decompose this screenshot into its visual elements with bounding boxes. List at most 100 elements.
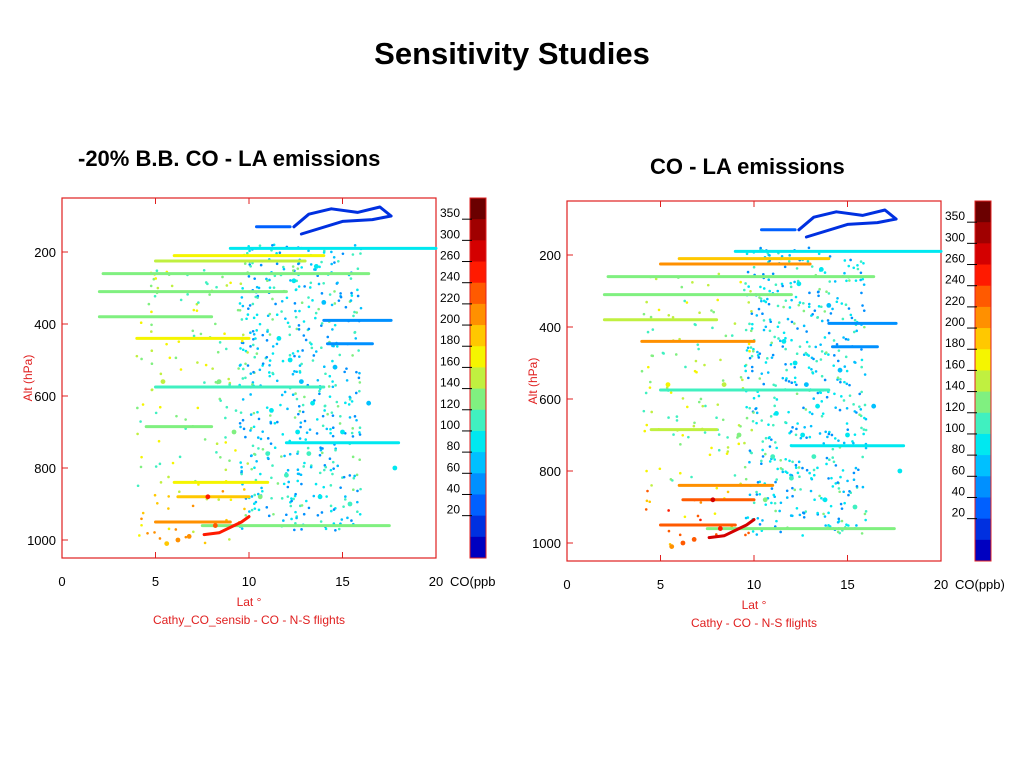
- cloud-point: [855, 485, 859, 488]
- cloud-point: [350, 291, 353, 295]
- cloud-point: [228, 538, 231, 541]
- cloud-point: [253, 355, 257, 359]
- cloud-point: [238, 421, 242, 425]
- data-point: [257, 494, 263, 500]
- cloud-point: [791, 460, 794, 464]
- cloud-point: [827, 477, 830, 480]
- cloud-point: [299, 421, 303, 424]
- colorbar-band: [470, 282, 486, 305]
- cloud-point: [214, 322, 217, 326]
- cloud-point: [779, 530, 782, 534]
- cloud-point: [309, 281, 313, 285]
- cloud-point: [311, 299, 314, 302]
- cloud-point: [770, 356, 774, 359]
- cloud-point: [799, 488, 802, 491]
- cloud-point: [312, 354, 316, 357]
- cloud-point: [241, 287, 244, 290]
- cloud-point: [324, 372, 327, 376]
- cloud-point: [701, 404, 705, 408]
- cloud-point: [203, 381, 206, 384]
- cloud-point: [816, 290, 820, 294]
- cloud-point: [280, 310, 283, 313]
- colorbar-label: 300: [945, 230, 965, 244]
- cloud-point: [311, 359, 315, 362]
- cloud-point: [802, 309, 806, 313]
- cloud-point: [798, 513, 802, 517]
- cloud-point: [358, 458, 361, 462]
- cloud-point: [268, 374, 272, 378]
- cloud-point: [322, 468, 326, 472]
- cloud-point: [224, 347, 228, 351]
- data-point: [287, 357, 293, 363]
- cloud-point: [286, 485, 290, 489]
- cloud-point: [156, 286, 160, 290]
- cloud-point: [267, 514, 271, 518]
- cloud-point: [249, 413, 253, 416]
- cloud-point: [768, 289, 771, 293]
- cloud-point: [820, 496, 823, 500]
- cloud-point: [733, 474, 737, 477]
- cloud-point: [284, 317, 287, 320]
- cloud-point: [864, 446, 868, 450]
- y-axis-label: Alt (hPa): [21, 355, 35, 402]
- colorbar-label: 140: [945, 379, 965, 393]
- chart-caption: Cathy_CO_sensib - CO - N-S flights: [153, 613, 345, 627]
- cloud-point: [167, 475, 170, 479]
- cloud-point: [862, 283, 866, 286]
- cloud-point: [322, 281, 325, 285]
- colorbar-title: CO(ppb: [450, 574, 496, 589]
- cloud-point: [271, 318, 274, 321]
- cloud-point: [852, 403, 855, 406]
- cloud-point: [863, 325, 866, 329]
- data-point: [792, 360, 798, 366]
- cloud-point: [836, 359, 840, 363]
- cloud-point: [743, 441, 746, 445]
- cloud-point: [291, 372, 295, 376]
- cloud-point: [862, 428, 866, 431]
- cloud-point: [257, 286, 261, 290]
- cloud-point: [259, 437, 263, 441]
- cloud-point: [787, 380, 791, 383]
- cloud-point: [642, 409, 646, 413]
- y-tick-label: 1000: [532, 536, 561, 551]
- cloud-point: [751, 349, 755, 353]
- data-point: [295, 429, 301, 435]
- cloud-point: [150, 330, 153, 333]
- cloud-point: [237, 367, 240, 370]
- cloud-point: [750, 312, 754, 315]
- cloud-point: [245, 317, 248, 321]
- cloud-point: [331, 385, 335, 389]
- cloud-point: [747, 531, 750, 535]
- cloud-point: [852, 330, 856, 334]
- cloud-point: [170, 284, 174, 288]
- cloud-point: [758, 352, 762, 355]
- cloud-point: [268, 312, 272, 316]
- cloud-point: [675, 415, 679, 418]
- cloud-point: [346, 516, 349, 520]
- cloud-point: [353, 474, 356, 478]
- cloud-point: [651, 328, 655, 331]
- cloud-point: [762, 287, 766, 290]
- cloud-point: [249, 264, 252, 268]
- cloud-point: [843, 501, 846, 505]
- cloud-point: [359, 252, 362, 255]
- left-scatter-chart: 0 5 10 15 20 200 400 600 800 1000 Lat ° Alt (hPa) Ca…: [21, 197, 496, 627]
- cloud-point: [744, 516, 748, 520]
- cloud-point: [758, 296, 761, 299]
- cloud-point: [820, 374, 824, 378]
- cloud-point: [807, 366, 811, 369]
- cloud-point: [793, 280, 796, 284]
- cloud-point: [853, 433, 857, 436]
- cloud-point: [737, 423, 741, 427]
- cloud-point: [767, 278, 771, 281]
- cloud-point: [810, 476, 813, 480]
- colorbar-band: [975, 222, 991, 244]
- cloud-point: [829, 504, 833, 508]
- cloud-point: [683, 299, 687, 303]
- cloud-point: [827, 353, 830, 356]
- cloud-point: [159, 372, 163, 376]
- cloud-point: [770, 487, 774, 490]
- cloud-point: [706, 283, 710, 287]
- cloud-point: [240, 472, 243, 476]
- cloud-point: [790, 338, 793, 342]
